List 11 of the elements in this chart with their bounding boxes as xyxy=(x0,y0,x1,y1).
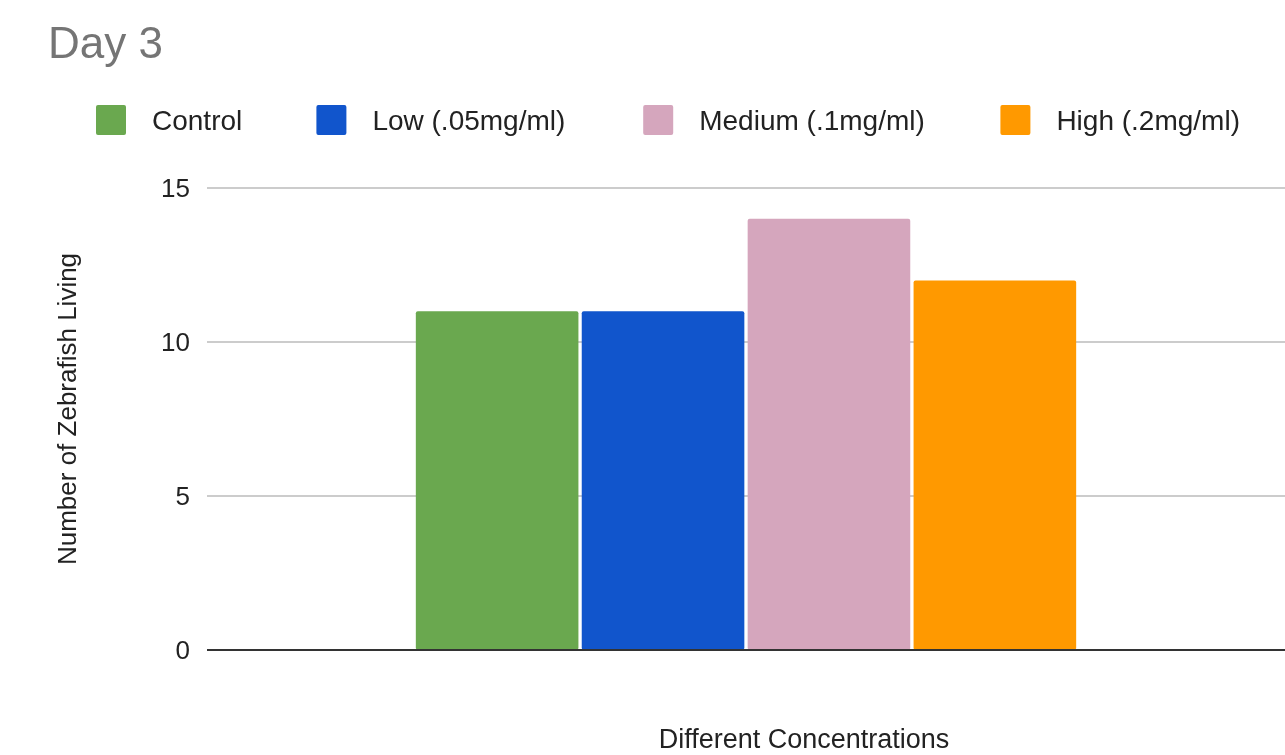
y-tick-label: 0 xyxy=(175,635,190,666)
y-axis-title: Number of Zebrafish Living xyxy=(52,252,82,566)
y-tick-label: 15 xyxy=(161,173,190,204)
chart-title: Day 3 xyxy=(48,18,163,67)
x-axis-title: Different Concentrations xyxy=(658,724,950,754)
y-tick-label: 5 xyxy=(175,481,190,512)
legend-label: Low (.05mg/ml) xyxy=(372,104,566,136)
legend-label: High (.2mg/ml) xyxy=(1056,104,1240,136)
legend-label: Control xyxy=(152,104,243,136)
legend-label: Medium (.1mg/ml) xyxy=(699,104,925,136)
y-tick-label: 10 xyxy=(161,327,190,358)
